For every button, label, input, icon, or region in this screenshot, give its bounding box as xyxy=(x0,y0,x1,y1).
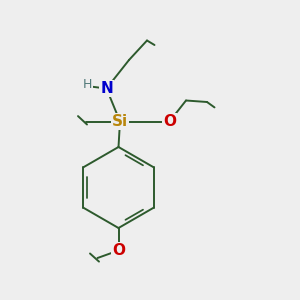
Text: N: N xyxy=(100,81,113,96)
Text: O: O xyxy=(163,114,176,129)
Text: H: H xyxy=(82,78,92,92)
Text: Si: Si xyxy=(112,114,128,129)
Text: O: O xyxy=(112,243,125,258)
